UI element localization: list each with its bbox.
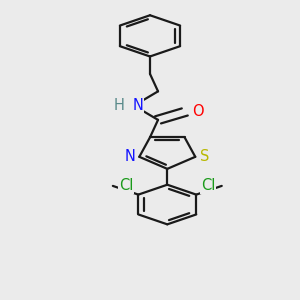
Text: Cl: Cl [201,178,215,194]
Text: N: N [133,98,143,113]
Text: O: O [192,104,204,119]
Text: S: S [200,148,209,164]
Text: H: H [114,98,125,113]
Text: N: N [124,148,135,164]
Text: Cl: Cl [119,178,134,194]
